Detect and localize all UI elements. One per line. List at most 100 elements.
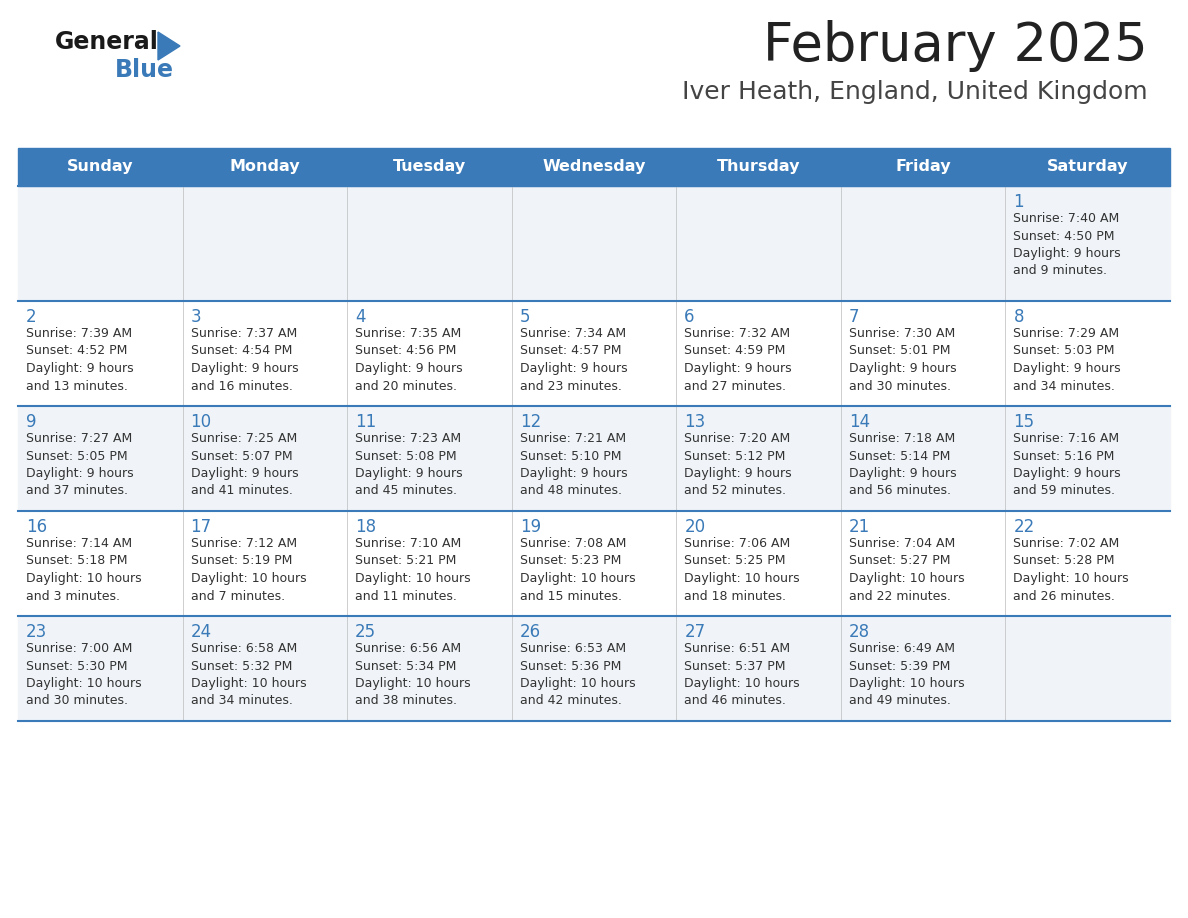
Text: and 22 minutes.: and 22 minutes. (849, 589, 950, 602)
Text: and 13 minutes.: and 13 minutes. (26, 379, 128, 393)
Text: Sunset: 5:14 PM: Sunset: 5:14 PM (849, 450, 950, 463)
Text: 25: 25 (355, 623, 377, 641)
Text: Sunrise: 7:08 AM: Sunrise: 7:08 AM (519, 537, 626, 550)
Text: Thursday: Thursday (716, 160, 801, 174)
Text: and 26 minutes.: and 26 minutes. (1013, 589, 1116, 602)
Text: Sunrise: 6:49 AM: Sunrise: 6:49 AM (849, 642, 955, 655)
Text: Sunrise: 6:58 AM: Sunrise: 6:58 AM (190, 642, 297, 655)
Text: Sunrise: 7:39 AM: Sunrise: 7:39 AM (26, 327, 132, 340)
Text: Sunset: 5:12 PM: Sunset: 5:12 PM (684, 450, 785, 463)
Text: Sunset: 5:27 PM: Sunset: 5:27 PM (849, 554, 950, 567)
Text: Daylight: 10 hours: Daylight: 10 hours (355, 677, 470, 690)
Text: and 30 minutes.: and 30 minutes. (26, 695, 128, 708)
Text: Sunrise: 7:23 AM: Sunrise: 7:23 AM (355, 432, 461, 445)
Text: 22: 22 (1013, 518, 1035, 536)
Text: Daylight: 9 hours: Daylight: 9 hours (684, 467, 792, 480)
Text: and 41 minutes.: and 41 minutes. (190, 485, 292, 498)
Text: Daylight: 9 hours: Daylight: 9 hours (1013, 247, 1121, 260)
Text: Sunset: 5:23 PM: Sunset: 5:23 PM (519, 554, 621, 567)
Text: and 34 minutes.: and 34 minutes. (190, 695, 292, 708)
Text: 28: 28 (849, 623, 870, 641)
Text: Sunrise: 7:32 AM: Sunrise: 7:32 AM (684, 327, 790, 340)
Text: Daylight: 9 hours: Daylight: 9 hours (355, 362, 463, 375)
Text: Iver Heath, England, United Kingdom: Iver Heath, England, United Kingdom (682, 80, 1148, 104)
Text: 1: 1 (1013, 193, 1024, 211)
Text: Sunrise: 7:00 AM: Sunrise: 7:00 AM (26, 642, 132, 655)
Text: 13: 13 (684, 413, 706, 431)
Text: and 9 minutes.: and 9 minutes. (1013, 264, 1107, 277)
Text: and 59 minutes.: and 59 minutes. (1013, 485, 1116, 498)
Text: 21: 21 (849, 518, 870, 536)
Text: Daylight: 9 hours: Daylight: 9 hours (26, 362, 133, 375)
Text: Sunset: 4:57 PM: Sunset: 4:57 PM (519, 344, 621, 357)
Text: and 27 minutes.: and 27 minutes. (684, 379, 786, 393)
Text: Sunset: 5:21 PM: Sunset: 5:21 PM (355, 554, 456, 567)
Text: 27: 27 (684, 623, 706, 641)
Text: Sunset: 5:32 PM: Sunset: 5:32 PM (190, 659, 292, 673)
Text: Sunset: 5:28 PM: Sunset: 5:28 PM (1013, 554, 1114, 567)
Text: Sunset: 4:50 PM: Sunset: 4:50 PM (1013, 230, 1114, 242)
Text: Sunday: Sunday (67, 160, 133, 174)
Text: Sunrise: 7:34 AM: Sunrise: 7:34 AM (519, 327, 626, 340)
Text: 19: 19 (519, 518, 541, 536)
Text: Sunrise: 7:18 AM: Sunrise: 7:18 AM (849, 432, 955, 445)
Text: Sunset: 5:19 PM: Sunset: 5:19 PM (190, 554, 292, 567)
Text: Sunset: 5:03 PM: Sunset: 5:03 PM (1013, 344, 1114, 357)
Text: Sunrise: 7:16 AM: Sunrise: 7:16 AM (1013, 432, 1119, 445)
Text: Wednesday: Wednesday (542, 160, 646, 174)
Text: and 56 minutes.: and 56 minutes. (849, 485, 950, 498)
Text: and 45 minutes.: and 45 minutes. (355, 485, 457, 498)
Text: Daylight: 9 hours: Daylight: 9 hours (355, 467, 463, 480)
Text: and 7 minutes.: and 7 minutes. (190, 589, 285, 602)
Text: 24: 24 (190, 623, 211, 641)
Text: Monday: Monday (229, 160, 301, 174)
Text: and 30 minutes.: and 30 minutes. (849, 379, 950, 393)
Text: General: General (55, 30, 159, 54)
Text: and 3 minutes.: and 3 minutes. (26, 589, 120, 602)
Text: Sunrise: 6:56 AM: Sunrise: 6:56 AM (355, 642, 461, 655)
Text: Daylight: 10 hours: Daylight: 10 hours (1013, 572, 1129, 585)
Text: Sunrise: 7:02 AM: Sunrise: 7:02 AM (1013, 537, 1119, 550)
Text: 6: 6 (684, 308, 695, 326)
Text: Sunrise: 7:30 AM: Sunrise: 7:30 AM (849, 327, 955, 340)
Text: Daylight: 10 hours: Daylight: 10 hours (849, 572, 965, 585)
Text: Sunrise: 7:25 AM: Sunrise: 7:25 AM (190, 432, 297, 445)
Text: Sunset: 5:05 PM: Sunset: 5:05 PM (26, 450, 127, 463)
Text: 11: 11 (355, 413, 377, 431)
Text: 26: 26 (519, 623, 541, 641)
Text: Sunrise: 7:10 AM: Sunrise: 7:10 AM (355, 537, 461, 550)
Text: Sunrise: 7:29 AM: Sunrise: 7:29 AM (1013, 327, 1119, 340)
Bar (18, 616, 1170, 721)
Text: Sunrise: 7:27 AM: Sunrise: 7:27 AM (26, 432, 132, 445)
Text: 8: 8 (1013, 308, 1024, 326)
Text: and 11 minutes.: and 11 minutes. (355, 589, 457, 602)
Text: Sunset: 5:10 PM: Sunset: 5:10 PM (519, 450, 621, 463)
Text: 17: 17 (190, 518, 211, 536)
Text: Daylight: 9 hours: Daylight: 9 hours (684, 362, 792, 375)
Text: Saturday: Saturday (1047, 160, 1129, 174)
Text: Sunrise: 7:20 AM: Sunrise: 7:20 AM (684, 432, 790, 445)
Polygon shape (158, 32, 181, 60)
Text: 9: 9 (26, 413, 37, 431)
Text: Sunset: 4:52 PM: Sunset: 4:52 PM (26, 344, 127, 357)
Text: Sunrise: 7:40 AM: Sunrise: 7:40 AM (1013, 212, 1119, 225)
Text: and 37 minutes.: and 37 minutes. (26, 485, 128, 498)
Text: Daylight: 9 hours: Daylight: 9 hours (190, 467, 298, 480)
Text: and 46 minutes.: and 46 minutes. (684, 695, 786, 708)
Text: and 42 minutes.: and 42 minutes. (519, 695, 621, 708)
Text: Sunset: 5:36 PM: Sunset: 5:36 PM (519, 659, 621, 673)
Text: 7: 7 (849, 308, 859, 326)
Text: 15: 15 (1013, 413, 1035, 431)
Text: Sunrise: 6:53 AM: Sunrise: 6:53 AM (519, 642, 626, 655)
Text: 18: 18 (355, 518, 377, 536)
Text: Sunrise: 7:37 AM: Sunrise: 7:37 AM (190, 327, 297, 340)
Text: 23: 23 (26, 623, 48, 641)
Text: 5: 5 (519, 308, 530, 326)
Text: Daylight: 10 hours: Daylight: 10 hours (519, 677, 636, 690)
Text: Sunrise: 7:04 AM: Sunrise: 7:04 AM (849, 537, 955, 550)
Text: Sunset: 5:18 PM: Sunset: 5:18 PM (26, 554, 127, 567)
Bar (18, 301, 1170, 406)
Text: 12: 12 (519, 413, 541, 431)
Text: Sunrise: 7:21 AM: Sunrise: 7:21 AM (519, 432, 626, 445)
Text: Daylight: 9 hours: Daylight: 9 hours (849, 467, 956, 480)
